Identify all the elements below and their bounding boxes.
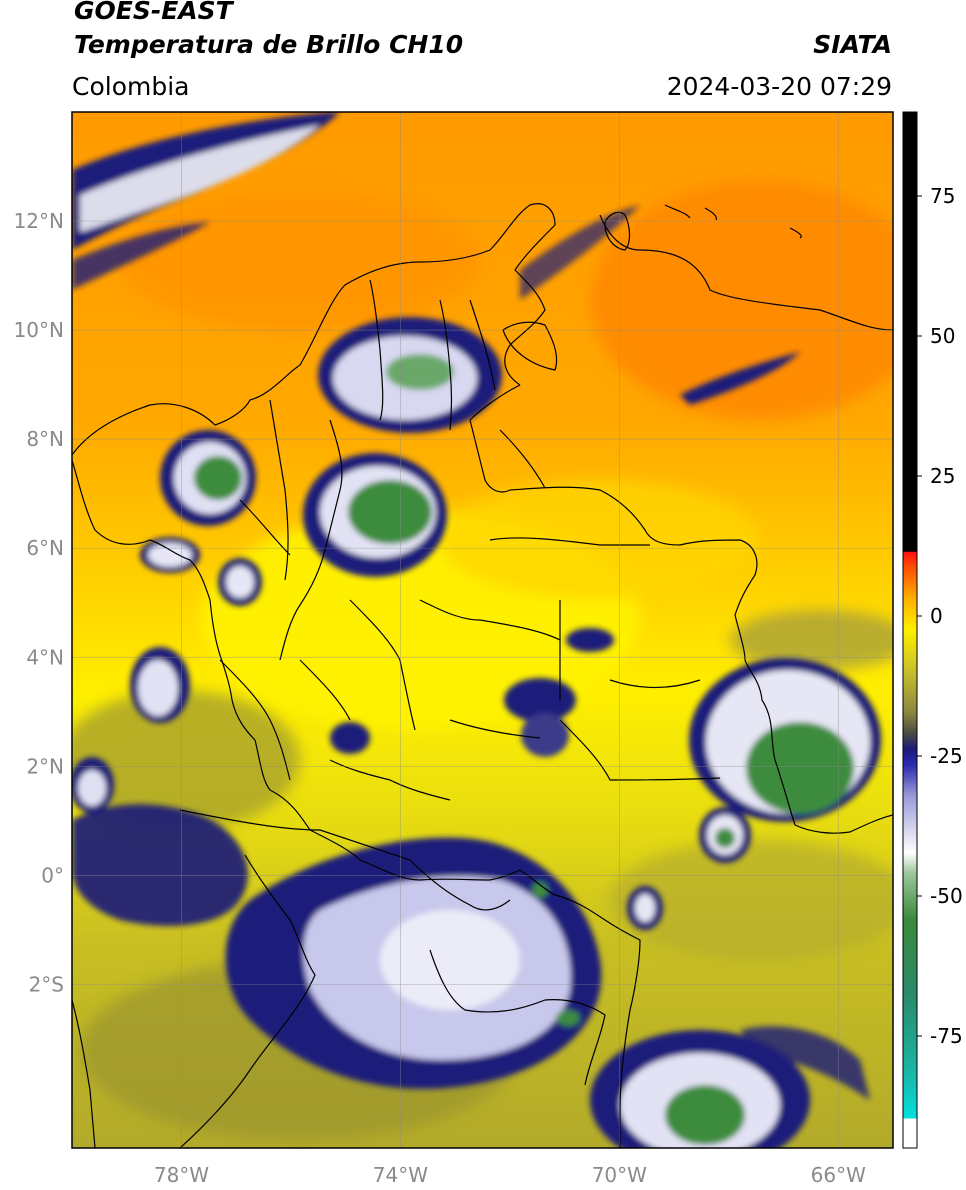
colorbar-tick-labels: 75 50 25 0 -25 -50 -75 (917, 184, 963, 1048)
lat-tick-label: 2°N (26, 754, 64, 778)
colorbar-tick-label: 0 (930, 604, 943, 628)
lon-tick-label: 78°W (154, 1163, 209, 1187)
warm-zones (120, 180, 893, 730)
colorbar-tick-label: 50 (930, 324, 955, 348)
colorbar-tick-label: -50 (930, 884, 963, 908)
lat-tick-label: 10°N (14, 318, 64, 342)
agency-label: SIATA (813, 30, 892, 59)
lon-tick-label: 66°W (811, 1163, 866, 1187)
cloud-band-north (72, 112, 800, 405)
lat-tick-label: 12°N (14, 209, 64, 233)
graticule (72, 112, 893, 1148)
lat-tick-label: 4°N (26, 645, 64, 669)
lat-tick-label: 0° (41, 863, 64, 887)
map-panel (72, 112, 893, 1148)
colorbar-tick-label: 75 (930, 184, 955, 208)
lon-tick-labels: 78°W 74°W 70°W 66°W (154, 1163, 866, 1187)
map-frame (71, 111, 894, 1149)
colorbar-tick-label: -25 (930, 744, 963, 768)
colorbar-tick-label: 25 (930, 464, 955, 488)
colorbar-tick-label: -75 (930, 1024, 963, 1048)
product-title: Temperatura de Brillo CH10 (74, 30, 464, 59)
region-label: Colombia (72, 72, 190, 101)
lon-tick-label: 70°W (592, 1163, 647, 1187)
lat-tick-label: 8°N (26, 427, 64, 451)
lon-tick-label: 74°W (373, 1163, 428, 1187)
timestamp-label: 2024-03-20 07:29 (666, 72, 892, 101)
colorbar (902, 111, 918, 1149)
satellite-title: GOES-EAST (74, 0, 233, 25)
lat-tick-labels: 12°N 10°N 8°N 6°N 4°N 2°N 0° 2°S (14, 209, 64, 996)
lat-tick-label: 2°S (29, 972, 64, 996)
lat-tick-label: 6°N (26, 536, 64, 560)
